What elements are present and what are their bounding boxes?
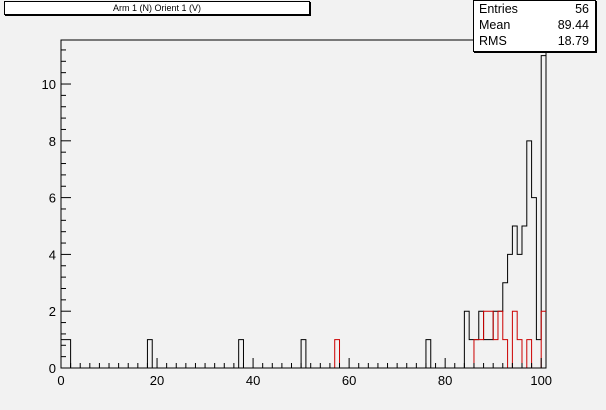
x-tick-label: 80 <box>438 373 452 388</box>
x-tick-label: 40 <box>246 373 260 388</box>
stats-entries-row: Entries 56 <box>474 1 595 17</box>
stats-entries-value: 56 <box>575 2 589 16</box>
chart-title: Arm 1 (N) Orient 1 (V) <box>4 1 310 15</box>
x-tick-label: 20 <box>150 373 164 388</box>
stats-rms-value: 18.79 <box>557 34 589 48</box>
x-tick-label: 0 <box>57 373 64 388</box>
x-tick-label: 100 <box>530 373 552 388</box>
plot-frame <box>60 39 547 369</box>
y-tick-label: 8 <box>49 134 56 149</box>
y-tick-label: 4 <box>49 247 56 262</box>
x-tick-label: 60 <box>342 373 356 388</box>
y-tick-label: 6 <box>49 191 56 206</box>
stats-entries-label: Entries <box>479 2 518 16</box>
plot-area <box>60 39 547 369</box>
stats-mean-value: 89.44 <box>557 18 589 32</box>
stats-mean-row: Mean 89.44 <box>474 17 595 33</box>
stats-mean-label: Mean <box>479 18 511 32</box>
y-tick-label: 0 <box>49 361 56 376</box>
stats-rms-label: RMS <box>479 34 507 48</box>
stats-box: Entries 56 Mean 89.44 RMS 18.79 <box>473 0 596 52</box>
axes: 0 20 40 60 80 100 0 2 4 6 8 10 <box>42 40 552 388</box>
y-tick-label: 2 <box>49 304 56 319</box>
y-tick-label: 10 <box>42 77 56 92</box>
stats-rms-row: RMS 18.79 <box>474 33 595 49</box>
